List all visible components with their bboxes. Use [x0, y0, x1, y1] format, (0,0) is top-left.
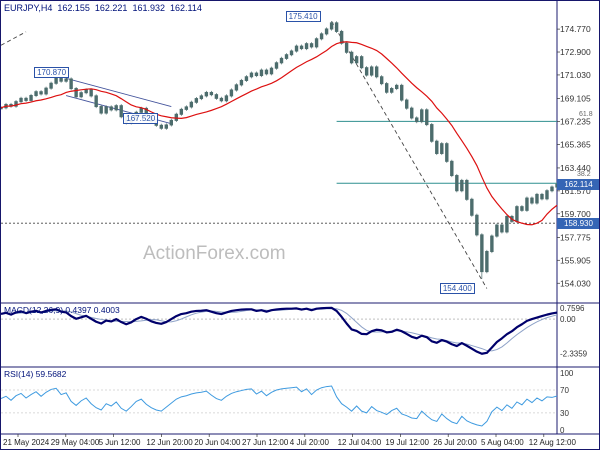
svg-text:5 Jun 12:00: 5 Jun 12:00 [99, 438, 141, 447]
svg-text:174.770: 174.770 [560, 24, 591, 34]
svg-text:155.905: 155.905 [560, 255, 591, 265]
fib-382-label: 38.2 [577, 171, 591, 179]
svg-text:163.440: 163.440 [560, 163, 591, 173]
peak-price-label[interactable]: 175.410 [285, 11, 321, 23]
svg-text:12 Aug 12:00: 12 Aug 12:00 [529, 438, 577, 447]
current-price-flag: 162.114 [557, 178, 599, 190]
svg-text:169.105: 169.105 [560, 94, 591, 104]
rsi-label: RSI(14) 59.5682 [4, 369, 67, 379]
fib-618-label: 61.8 [579, 111, 593, 119]
candles [1, 21, 559, 279]
svg-text:4 Jul 20:00: 4 Jul 20:00 [290, 438, 330, 447]
svg-text:157.775: 157.775 [560, 232, 591, 242]
svg-text:-2.3359: -2.3359 [560, 350, 588, 359]
support-price-flag: 158.930 [557, 217, 599, 229]
macd-label: MACD(12,26,9) 0.4397 0.4003 [4, 305, 120, 315]
ohlc-high: 162.221 [94, 3, 128, 13]
svg-text:0.00: 0.00 [560, 315, 576, 324]
swing-high-label[interactable]: 170.870 [34, 66, 70, 78]
price-axis: 174.770 172.900 171.030 169.105 167.235 165.3… [557, 24, 591, 288]
rsi-axis: 100 70 30 0 [560, 369, 574, 435]
trough-price-label[interactable]: 154.400 [439, 282, 475, 294]
svg-text:27 Jun 12:00: 27 Jun 12:00 [242, 438, 289, 447]
svg-text:161.570: 161.570 [560, 186, 591, 196]
trendlines[interactable] [1, 21, 488, 289]
svg-text:20 Jun 04:00: 20 Jun 04:00 [194, 438, 241, 447]
svg-text:165.365: 165.365 [560, 139, 591, 149]
svg-text:21 May 2024: 21 May 2024 [3, 438, 50, 447]
swing-low-label[interactable]: 167.520 [123, 112, 159, 124]
ohlc-close: 162.114 [170, 3, 202, 13]
watermark: ActionForex.com [143, 243, 286, 264]
svg-text:167.235: 167.235 [560, 116, 591, 126]
svg-text:5 Aug 04:00: 5 Aug 04:00 [481, 438, 524, 447]
svg-text:154.030: 154.030 [560, 278, 591, 288]
svg-text:171.030: 171.030 [560, 70, 591, 80]
symbol-label: EURJPY,H4 [4, 3, 53, 13]
svg-text:12 Jul 04:00: 12 Jul 04:00 [338, 438, 382, 447]
date-axis: 21 May 2024 29 May 04:00 5 Jun 12:00 12 Jun… [3, 434, 577, 447]
svg-text:29 May 04:00: 29 May 04:00 [51, 438, 100, 447]
ma-line [1, 41, 558, 226]
rsi-line [1, 385, 558, 427]
macd-axis: 0.7596 0.00 -2.3359 [560, 304, 588, 359]
ohlc-low: 161.932 [132, 3, 165, 13]
svg-text:172.900: 172.900 [560, 47, 591, 57]
symbol-ohlc-header: EURJPY,H4 162.155 162.221 161.932 162.114 [4, 3, 207, 13]
svg-text:0: 0 [560, 426, 565, 435]
svg-text:26 Jul 20:00: 26 Jul 20:00 [433, 438, 477, 447]
svg-text:19 Jul 12:00: 19 Jul 12:00 [385, 438, 429, 447]
macd-line [1, 306, 558, 355]
horizontal-levels[interactable] [1, 120, 557, 224]
svg-text:70: 70 [560, 386, 569, 395]
svg-text:159.700: 159.700 [560, 209, 591, 219]
panel-separators [1, 1, 599, 435]
svg-text:0.7596: 0.7596 [560, 304, 585, 313]
svg-text:100: 100 [560, 369, 574, 378]
svg-text:30: 30 [560, 409, 569, 418]
svg-text:12 Jun 20:00: 12 Jun 20:00 [146, 438, 193, 447]
ohlc-open: 162.155 [57, 3, 90, 13]
